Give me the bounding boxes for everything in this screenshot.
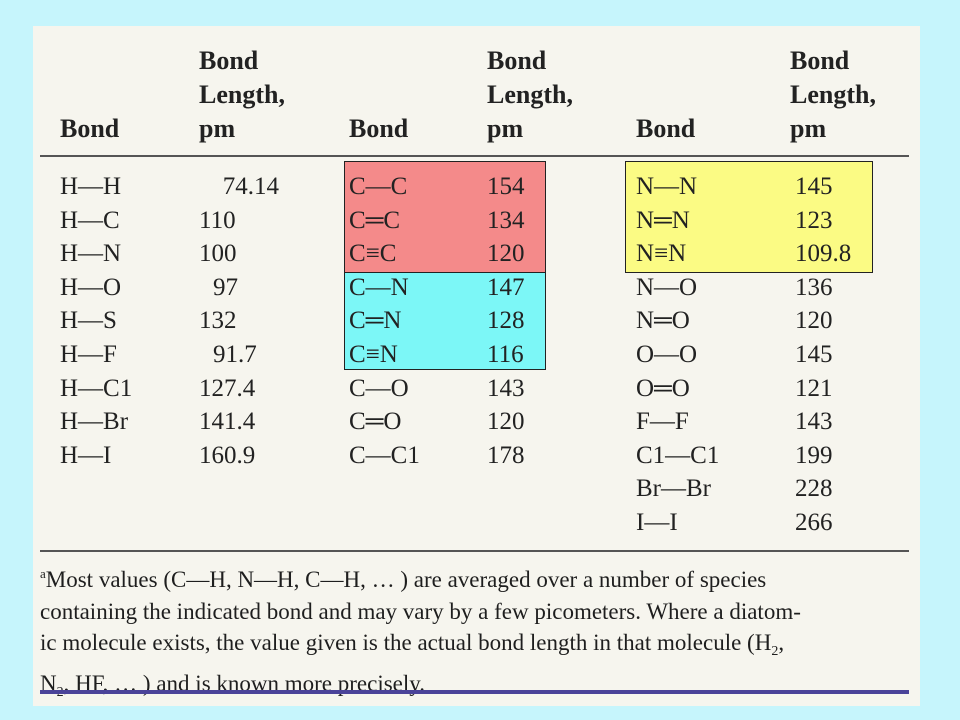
table-cell-bond: C═N	[349, 307, 402, 335]
table-cell-bond: H—H	[60, 173, 122, 200]
header-length-1: Bond Length, pm	[199, 46, 285, 143]
table-cell-length: 127.4	[199, 374, 256, 402]
table-cell-length: 266	[795, 508, 833, 536]
table-cell-bond: C—C	[349, 173, 408, 200]
table-cell-length: 109.8	[795, 240, 852, 268]
table-cell-length: 199	[795, 441, 833, 469]
bottom-rule	[40, 690, 909, 694]
table-cell-bond: N—O	[636, 273, 698, 301]
header-bond-1: Bond	[60, 114, 120, 143]
table-cell-bond: H—Br	[60, 408, 129, 436]
table-cell-length: 120	[487, 408, 525, 436]
table-cell-bond: H—I	[60, 441, 112, 469]
column-bond-carbon: C—C C═C C≡C C—N C═N C≡N C—O C═O C—C1	[349, 170, 420, 472]
table-cell-bond: C═C	[349, 206, 401, 234]
table-cell-length: 143	[795, 408, 833, 436]
footnote-line-2: containing the indicated bond and may va…	[40, 598, 801, 624]
table-cell-bond: H—C1	[60, 374, 133, 402]
table-cell-length: 228	[795, 475, 833, 503]
column-bond-other: N—N N═N N≡N N—O N═O O—O O═O F—F C1—C1 Br…	[636, 170, 719, 540]
table-cell-length: 141.4	[199, 408, 256, 436]
header-bond-3: Bond	[636, 114, 696, 143]
table-cell-bond: N═O	[636, 307, 690, 335]
table-cell-length: 145	[795, 340, 833, 368]
table-cell-length: 178	[487, 441, 525, 469]
footnote-marker: a	[40, 566, 46, 581]
table-cell-length: 116	[487, 340, 524, 368]
table-cell-length: 120	[487, 240, 525, 268]
table-cell-bond: C≡N	[349, 340, 398, 368]
header-length-3: Bond Length, pm	[790, 46, 876, 143]
table-cell-length: 121	[795, 374, 833, 402]
table-cell-bond: N—N	[636, 173, 698, 200]
table-cell-bond: C≡C	[349, 240, 397, 268]
table-cell-bond: H—F	[60, 340, 117, 368]
table-cell-bond: C═O	[349, 408, 402, 436]
footnote: aMost values (C—H, N—H, C—H, … ) are ave…	[40, 558, 910, 708]
column-bond-hydrogen: H—H H—C H—N H—O H—S H—F H—C1 H—Br H—I	[60, 170, 132, 472]
table-cell-length: 128	[487, 307, 525, 335]
table-cell-bond: O═O	[636, 374, 690, 402]
table-cell-bond: H—C	[60, 206, 120, 234]
table-cell-length: 160.9	[199, 441, 256, 469]
table-cell-length: 143	[487, 374, 525, 402]
table-cell-bond: N≡N	[636, 240, 687, 268]
table-cell-bond: C1—C1	[636, 441, 720, 469]
table-cell-length: 136	[795, 273, 833, 301]
table-cell-length: 91.7	[213, 340, 257, 368]
table-cell-length: 134	[487, 206, 525, 234]
table-cell-bond: H—S	[60, 307, 117, 335]
table-cell-bond: N═N	[636, 206, 690, 234]
column-length-other: 145 123 109.8 136 120 145 121 143 199 22…	[795, 170, 851, 540]
table-cell-length: 132	[199, 307, 237, 335]
highlight-carbon-carbon	[344, 161, 546, 273]
table-cell-length: 147	[487, 273, 525, 301]
table-cell-bond: C—C1	[349, 441, 420, 469]
table-cell-bond: Br—Br	[636, 475, 711, 503]
header-bond-2: Bond	[349, 114, 409, 143]
footnote-line-3: ic molecule exists, the value given is t…	[40, 630, 785, 659]
table-cell-length: 97	[213, 273, 238, 301]
table-cell-length: 145	[795, 173, 833, 200]
table-cell-length: 110	[199, 206, 236, 234]
table-cell-bond: H—N	[60, 240, 122, 268]
footnote-divider	[40, 550, 909, 552]
column-length-hydrogen: 74.14 110 100 97 132 91.7 127.4 141.4 16…	[199, 170, 279, 472]
table-cell-length: 100	[199, 240, 237, 268]
header-length-2: Bond Length, pm	[487, 46, 573, 143]
table-cell-bond: F—F	[636, 408, 689, 436]
table-cell-length: 120	[795, 307, 833, 335]
footnote-line-4: N2, HF, … ) and is known more precisely.	[40, 670, 426, 700]
table-cell-bond: C—N	[349, 273, 409, 301]
table-cell-bond: O—O	[636, 340, 698, 368]
column-length-carbon: 154 134 120 147 128 116 143 120 178	[487, 170, 525, 472]
table-cell-length: 154	[487, 173, 525, 200]
highlight-carbon-nitrogen	[344, 272, 546, 370]
table-cell-length: 74.14	[222, 173, 279, 200]
footnote-line-1: aMost values (C—H, N—H, C—H, … ) are ave…	[40, 566, 767, 592]
highlight-nitrogen-nitrogen	[625, 161, 873, 273]
table-cell-length: 123	[795, 206, 833, 234]
table-cell-bond: I—I	[636, 508, 678, 536]
table-cell-bond: C—O	[349, 374, 409, 402]
header-divider	[40, 155, 909, 157]
table-cell-bond: H—O	[60, 273, 122, 301]
